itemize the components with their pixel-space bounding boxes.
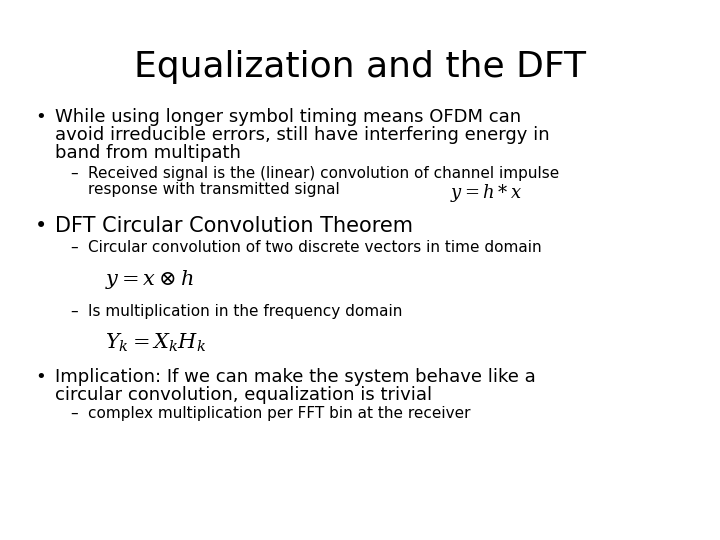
Text: Is multiplication in the frequency domain: Is multiplication in the frequency domai… (88, 304, 402, 319)
Text: $y = x \otimes h$: $y = x \otimes h$ (105, 268, 194, 291)
Text: band from multipath: band from multipath (55, 144, 241, 162)
Text: Implication: If we can make the system behave like a: Implication: If we can make the system b… (55, 368, 536, 386)
Text: Received signal is the (linear) convolution of channel impulse: Received signal is the (linear) convolut… (88, 166, 559, 181)
Text: •: • (35, 108, 46, 126)
Text: complex multiplication per FFT bin at the receiver: complex multiplication per FFT bin at th… (88, 406, 470, 421)
Text: •: • (35, 368, 46, 386)
Text: •: • (35, 216, 48, 236)
Text: –: – (70, 406, 78, 421)
Text: circular convolution, equalization is trivial: circular convolution, equalization is tr… (55, 386, 432, 404)
Text: Equalization and the DFT: Equalization and the DFT (134, 50, 586, 84)
Text: $y = h * x$: $y = h * x$ (450, 182, 522, 204)
Text: Circular convolution of two discrete vectors in time domain: Circular convolution of two discrete vec… (88, 240, 541, 255)
Text: response with transmitted signal: response with transmitted signal (88, 182, 340, 197)
Text: avoid irreducible errors, still have interfering energy in: avoid irreducible errors, still have int… (55, 126, 549, 144)
Text: $Y_k = X_k H_k$: $Y_k = X_k H_k$ (105, 332, 206, 354)
Text: While using longer symbol timing means OFDM can: While using longer symbol timing means O… (55, 108, 521, 126)
Text: –: – (70, 304, 78, 319)
Text: –: – (70, 166, 78, 181)
Text: DFT Circular Convolution Theorem: DFT Circular Convolution Theorem (55, 216, 413, 236)
Text: –: – (70, 240, 78, 255)
